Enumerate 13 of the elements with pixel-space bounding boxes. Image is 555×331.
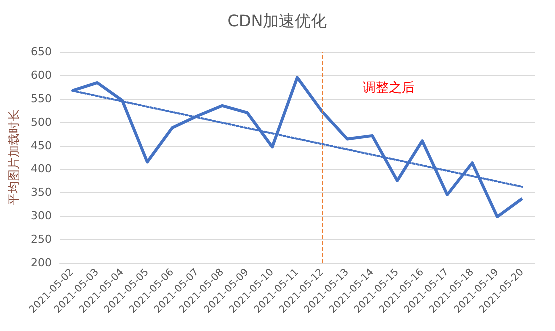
y-tick-label: 250 [31, 233, 52, 246]
chart-title: CDN加速优化 [228, 12, 328, 30]
y-tick-label: 400 [31, 162, 52, 176]
y-tick-label: 650 [31, 46, 52, 58]
y-tick-label: 350 [31, 186, 52, 200]
annotation: 调整之后 [363, 81, 415, 96]
y-axis-title: 平均图片加载时长 [7, 110, 22, 206]
y-tick-label: 200 [31, 256, 52, 270]
y-tick-label: 600 [31, 68, 52, 82]
y-tick-label: 500 [31, 116, 52, 129]
y-tick-label: 450 [31, 139, 52, 152]
y-tick-label: 550 [31, 92, 52, 106]
y-tick-label: 300 [31, 210, 52, 223]
